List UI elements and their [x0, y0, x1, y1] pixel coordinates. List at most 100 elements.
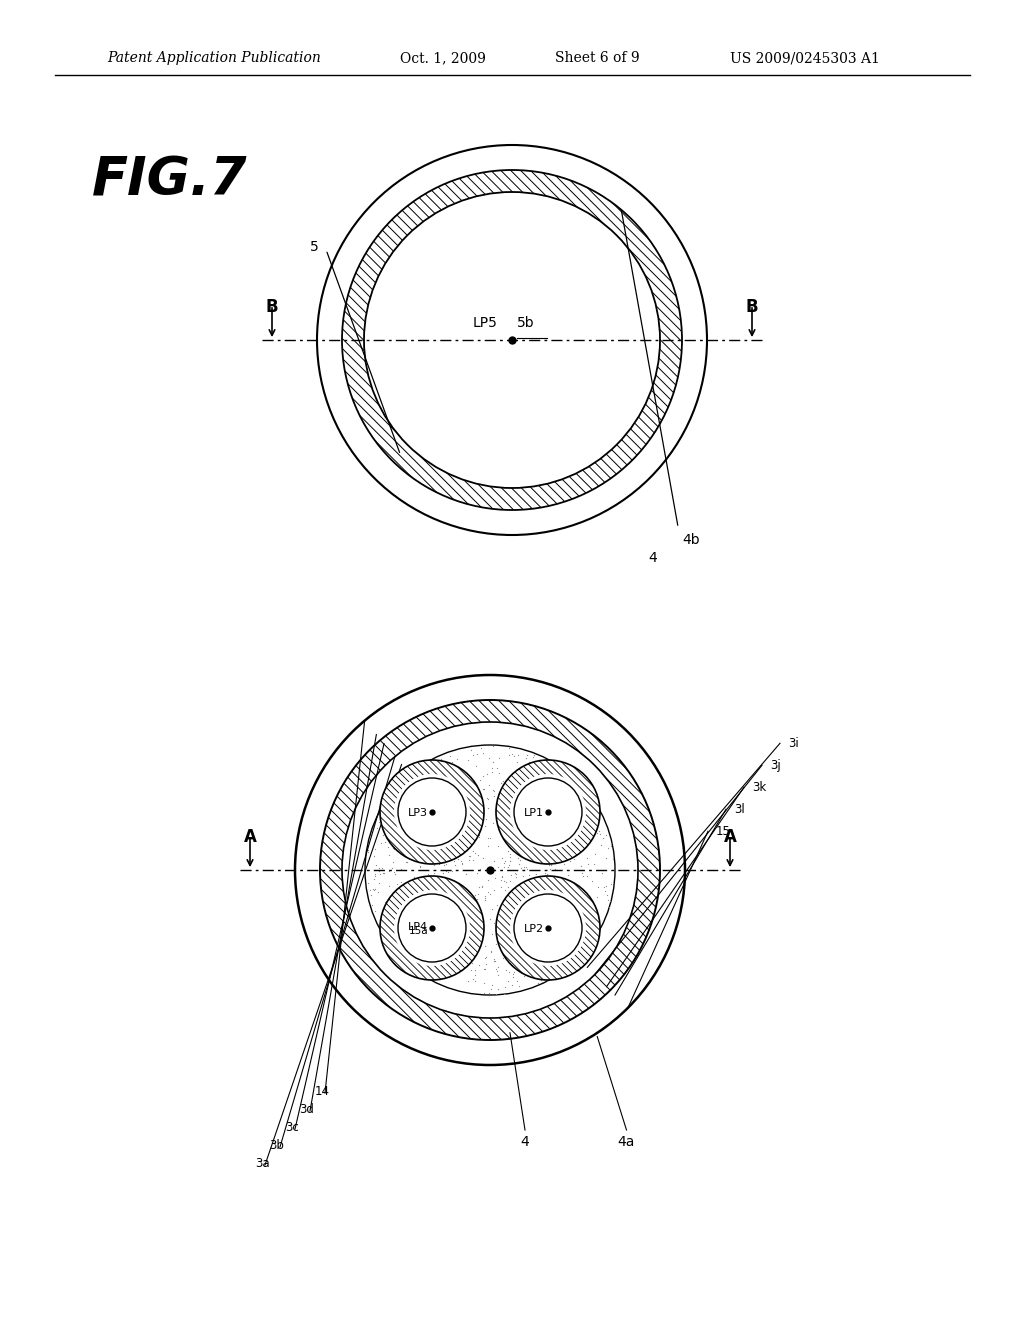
Point: [547, 858, 563, 879]
Point: [524, 751, 541, 772]
Point: [501, 797, 517, 818]
Point: [370, 882, 386, 903]
Point: [462, 822, 478, 843]
Point: [512, 759, 528, 780]
Point: [548, 779, 564, 800]
Point: [377, 832, 393, 853]
Point: [495, 814, 511, 836]
Point: [434, 880, 451, 902]
Point: [557, 940, 573, 961]
Point: [408, 960, 424, 981]
Point: [484, 924, 501, 945]
Point: [509, 913, 525, 935]
Point: [485, 751, 502, 772]
Point: [546, 838, 562, 859]
Text: LP5: LP5: [472, 315, 497, 330]
Point: [545, 935, 561, 956]
Point: [566, 849, 583, 870]
Point: [432, 748, 449, 770]
Point: [570, 803, 587, 824]
Point: [461, 833, 477, 854]
Point: [467, 826, 483, 847]
Point: [495, 814, 511, 836]
Point: [423, 826, 439, 847]
Point: [387, 863, 403, 884]
Point: [515, 759, 531, 780]
Point: [472, 738, 488, 759]
Point: [585, 804, 601, 825]
Point: [516, 857, 532, 878]
Point: [585, 822, 601, 843]
Point: [437, 853, 454, 874]
Point: [392, 923, 409, 944]
Point: [419, 891, 435, 912]
Point: [574, 863, 591, 884]
Point: [554, 783, 570, 804]
Text: 5: 5: [310, 240, 319, 255]
Point: [568, 908, 585, 929]
Point: [479, 764, 496, 785]
Point: [490, 763, 507, 784]
Text: Oct. 1, 2009: Oct. 1, 2009: [400, 51, 485, 65]
Point: [404, 870, 421, 891]
Point: [486, 912, 503, 933]
Text: A: A: [244, 828, 256, 846]
Point: [559, 825, 575, 846]
Point: [387, 818, 403, 840]
Point: [507, 904, 523, 925]
Point: [518, 878, 535, 899]
Point: [551, 944, 567, 965]
Point: [454, 843, 470, 865]
Point: [542, 858, 558, 879]
Point: [400, 899, 417, 920]
Point: [456, 803, 472, 824]
Point: [469, 862, 485, 883]
Point: [439, 870, 456, 891]
Point: [413, 850, 429, 871]
Point: [379, 804, 395, 825]
Point: [598, 847, 614, 869]
Point: [467, 884, 483, 906]
Point: [386, 898, 402, 919]
Point: [511, 919, 527, 940]
Point: [404, 916, 421, 937]
Point: [414, 803, 430, 824]
Text: LP2: LP2: [524, 924, 544, 935]
Point: [582, 924, 598, 945]
Point: [397, 776, 414, 797]
Point: [538, 832, 554, 853]
Point: [380, 836, 396, 857]
Point: [446, 886, 463, 907]
Point: [456, 785, 472, 807]
Point: [494, 866, 510, 887]
Point: [497, 814, 513, 836]
Point: [559, 804, 575, 825]
Point: [435, 904, 452, 925]
Point: [505, 966, 521, 987]
Point: [392, 858, 409, 879]
Point: [420, 960, 436, 981]
Point: [503, 865, 519, 886]
Point: [547, 789, 563, 810]
Point: [538, 909, 554, 931]
Point: [480, 982, 497, 1003]
Point: [449, 748, 465, 770]
Text: Sheet 6 of 9: Sheet 6 of 9: [555, 51, 640, 65]
Point: [452, 903, 468, 924]
Text: 14: 14: [314, 1085, 330, 1098]
Point: [527, 869, 544, 890]
Point: [443, 751, 460, 772]
Point: [420, 906, 436, 927]
Point: [575, 820, 592, 841]
Point: [454, 838, 470, 859]
Point: [430, 927, 446, 948]
Point: [384, 787, 400, 808]
Point: [501, 962, 517, 983]
Point: [562, 800, 579, 821]
Point: [364, 895, 380, 916]
Point: [395, 874, 412, 895]
Point: [485, 781, 502, 803]
Point: [550, 814, 566, 836]
Point: [573, 887, 590, 908]
Text: Patent Application Publication: Patent Application Publication: [106, 51, 321, 65]
